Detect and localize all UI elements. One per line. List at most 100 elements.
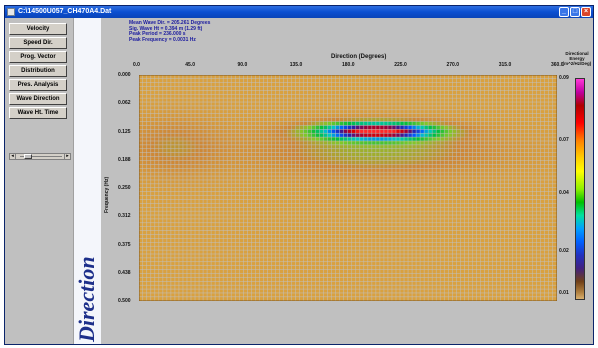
heatmap-cell xyxy=(348,219,352,223)
heatmap-cell xyxy=(287,102,292,106)
heatmap-cell xyxy=(436,125,440,130)
heatmap-cell xyxy=(195,184,199,188)
heatmap-cell xyxy=(396,195,400,200)
pres-analysis-button[interactable]: Pres. Analysis xyxy=(9,79,67,91)
heatmap-cell xyxy=(143,184,147,188)
heatmap-cell xyxy=(376,191,380,196)
heatmap-cell xyxy=(259,78,264,83)
heatmap-cell xyxy=(428,254,432,258)
heatmap-cell xyxy=(239,106,243,110)
heatmap-cell xyxy=(215,242,219,246)
heatmap-cell xyxy=(488,102,493,106)
heatmap-cell xyxy=(319,129,324,133)
heatmap-cell xyxy=(400,238,404,243)
distribution-button[interactable]: Distribution xyxy=(9,65,67,77)
maximize-button[interactable]: □ xyxy=(570,7,580,17)
wave-ht-time-button[interactable]: Wave Ht. Time xyxy=(9,107,67,119)
heatmap-cell xyxy=(544,94,549,98)
heatmap-cell xyxy=(440,152,444,157)
slider-left-arrow[interactable]: ◂ xyxy=(10,154,16,159)
heatmap-cell xyxy=(299,230,304,235)
heatmap-cell xyxy=(171,238,175,243)
heatmap-cell xyxy=(516,254,521,258)
frequency-slider[interactable]: ◂ ▸ xyxy=(9,153,71,160)
heatmap-cell xyxy=(524,207,529,211)
heatmap-cell xyxy=(263,133,268,137)
heatmap-cell xyxy=(492,230,497,235)
heatmap-cell xyxy=(339,82,344,87)
heatmap-cell xyxy=(275,90,280,94)
heatmap-cell xyxy=(251,156,256,161)
heatmap-cell xyxy=(279,129,284,133)
heatmap-cell xyxy=(372,195,376,200)
heatmap-cell xyxy=(536,191,541,196)
heatmap-cell xyxy=(436,168,440,172)
heatmap-cell xyxy=(396,242,400,246)
heatmap-cell xyxy=(348,250,352,254)
heatmap-cell xyxy=(444,254,448,258)
heatmap-cell xyxy=(215,226,219,231)
heatmap-cell xyxy=(520,246,525,250)
heatmap-cell xyxy=(139,168,143,172)
heatmap-cell xyxy=(343,98,348,102)
heatmap-cell xyxy=(548,145,553,149)
heatmap-cell xyxy=(231,176,235,180)
heatmap-cell xyxy=(504,90,509,94)
heatmap-cell xyxy=(416,254,420,258)
heatmap-cell xyxy=(179,149,183,153)
heatmap-cell xyxy=(155,188,159,192)
heatmap-cell xyxy=(287,176,292,180)
heatmap-cell xyxy=(299,156,304,161)
heatmap-cell xyxy=(211,188,215,192)
heatmap-cell xyxy=(291,176,296,180)
heatmap-cell xyxy=(528,254,533,258)
heatmap-cell xyxy=(199,86,203,91)
y-tick-label: 0.125 xyxy=(118,128,131,135)
heatmap-cell xyxy=(516,246,521,250)
heatmap-cell xyxy=(368,129,372,133)
heatmap-cell xyxy=(139,226,143,231)
heatmap-cell xyxy=(303,145,308,149)
heatmap-cell xyxy=(247,168,252,172)
heatmap-cell xyxy=(396,75,400,79)
heatmap-cell xyxy=(364,125,368,130)
heatmap-cell xyxy=(380,207,384,211)
heatmap-cell xyxy=(524,86,529,91)
heatmap-cell xyxy=(352,246,356,250)
heatmap-cell xyxy=(343,215,348,219)
heatmap-cell xyxy=(484,141,489,145)
velocity-button[interactable]: Velocity xyxy=(9,23,67,35)
slider-thumb[interactable] xyxy=(24,154,32,159)
heatmap-cell xyxy=(171,254,175,258)
heatmap-cell xyxy=(195,215,199,219)
heatmap-cell xyxy=(167,184,171,188)
minimize-button[interactable]: _ xyxy=(559,7,569,17)
heatmap-cell xyxy=(203,113,207,118)
heatmap-cell xyxy=(235,191,239,196)
close-button[interactable]: × xyxy=(581,7,591,17)
heatmap-cell xyxy=(227,121,231,126)
heatmap-cell xyxy=(327,180,332,184)
heatmap-cell xyxy=(331,172,336,176)
heatmap-cell xyxy=(239,184,243,188)
heatmap-cell xyxy=(267,215,272,219)
slider-right-arrow[interactable]: ▸ xyxy=(64,154,70,159)
heatmap-cell xyxy=(271,219,276,223)
heatmap-cell xyxy=(532,168,537,172)
heatmap-cell xyxy=(139,160,143,165)
heatmap-cell xyxy=(315,219,320,223)
heatmap-cell xyxy=(143,121,147,126)
heatmap-cell xyxy=(287,86,292,91)
heatmap-cell xyxy=(420,137,424,141)
heatmap-cell xyxy=(532,110,537,114)
heatmap-cell xyxy=(259,149,264,153)
heatmap-cell xyxy=(536,215,541,219)
wave-direction-button[interactable]: Wave Direction xyxy=(9,93,67,105)
heatmap-cell xyxy=(283,121,288,126)
heatmap-cell xyxy=(360,211,364,215)
heatmap-cell xyxy=(207,219,211,223)
heatmap-cell xyxy=(171,226,175,231)
speed-dir-button[interactable]: Speed Dir. xyxy=(9,37,67,49)
prog-vector-button[interactable]: Prog. Vector xyxy=(9,51,67,63)
heatmap-cell xyxy=(191,180,195,184)
